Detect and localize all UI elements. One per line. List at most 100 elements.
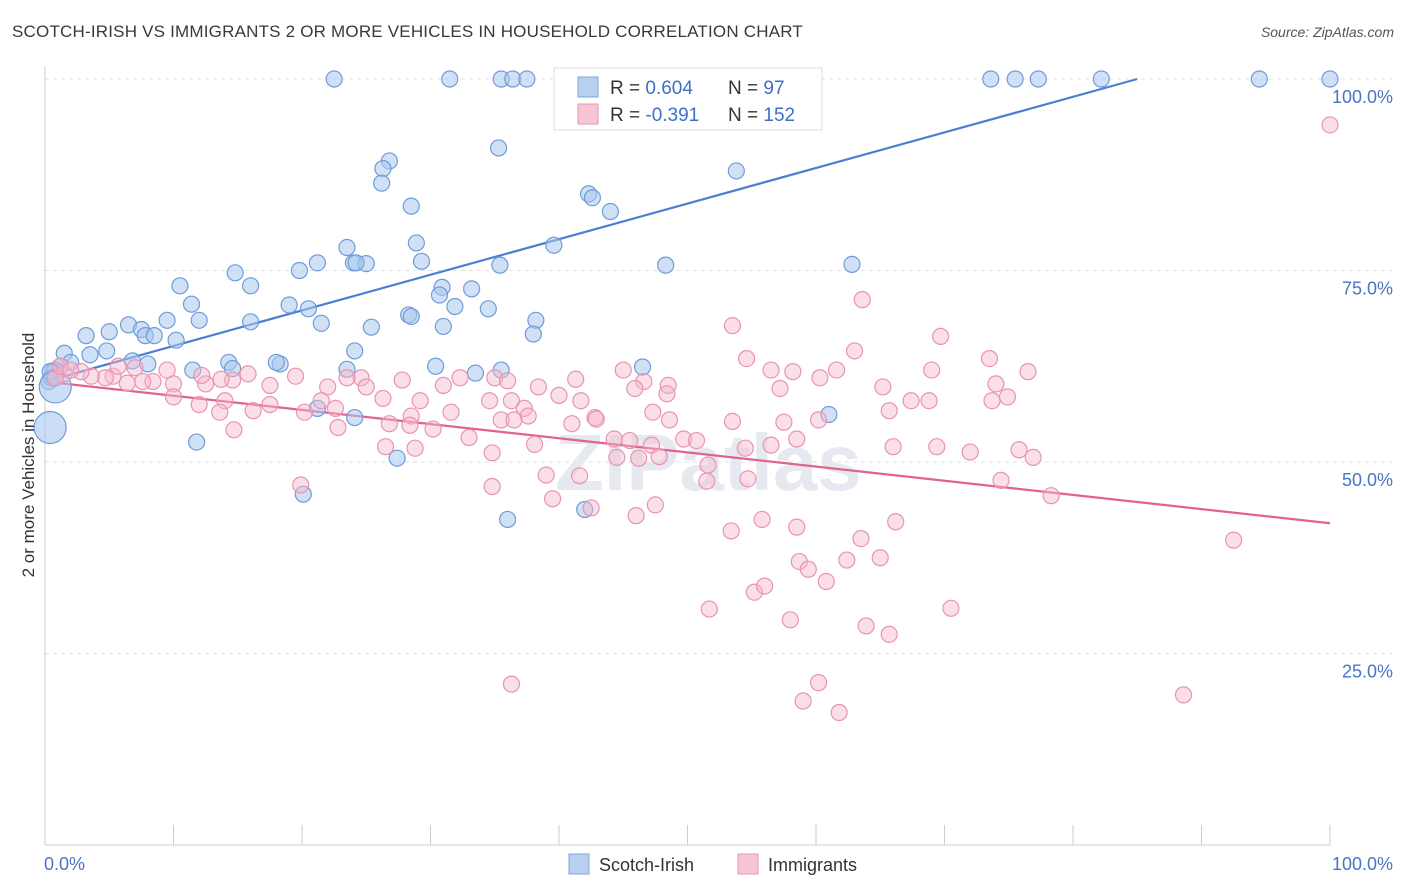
immigrants-point — [424, 420, 442, 438]
immigrants-point — [827, 361, 846, 379]
immigrants-point — [543, 490, 562, 508]
scotch-irish-point — [325, 70, 343, 88]
watermark: ZIPatlas — [555, 418, 862, 507]
immigrants-point — [857, 617, 875, 635]
immigrants-point — [755, 577, 774, 595]
immigrants-point — [762, 361, 780, 379]
grid-lines — [45, 78, 1392, 654]
immigrants-point — [380, 415, 398, 433]
series-legend-immigrants: Immigrants — [768, 855, 857, 875]
scotch-irish-point — [347, 254, 365, 272]
immigrants-point — [51, 357, 70, 375]
immigrants-point — [830, 703, 848, 722]
scotch-irish-point — [601, 202, 620, 221]
scotch-irish-point — [190, 311, 208, 329]
scotch-irish-point — [1321, 70, 1339, 88]
scotch-irish-point — [1006, 70, 1024, 88]
scotch-irish-point — [843, 255, 861, 273]
immigrants-point — [880, 402, 898, 420]
scotch-irish-point — [373, 174, 391, 192]
scotch-irish-point — [1092, 70, 1110, 88]
scotch-irish-point — [308, 254, 327, 272]
immigrants-point — [329, 418, 347, 437]
immigrants-point — [809, 674, 828, 692]
scotch-irish-point — [441, 70, 459, 88]
scotch-irish-point — [312, 314, 330, 332]
immigrants-point — [788, 518, 806, 536]
immigrants-point — [411, 392, 429, 410]
immigrants-point — [753, 510, 771, 529]
scotch-irish-point — [434, 317, 452, 336]
immigrants-point — [502, 392, 521, 410]
scotch-irish-point — [338, 238, 356, 257]
immigrants-point — [550, 386, 568, 404]
scotch-irish-point — [466, 364, 485, 382]
scotch-irish-point — [81, 346, 99, 364]
immigrants-point — [190, 395, 208, 414]
immigrants-point — [942, 599, 960, 617]
immigrants-point — [587, 410, 605, 428]
scotch-irish-point — [98, 342, 116, 360]
immigrants-point — [225, 421, 243, 439]
immigrants-point — [486, 369, 504, 387]
immigrants-point — [193, 366, 211, 385]
scotch-irish-point — [490, 139, 508, 157]
immigrants-point — [809, 411, 828, 429]
immigrants-point — [118, 374, 136, 392]
immigrants-point — [499, 372, 517, 390]
immigrants-point — [723, 317, 742, 335]
scotch-irish-point — [158, 311, 176, 329]
scotch-irish-point — [412, 252, 431, 270]
immigrants-point — [811, 369, 829, 387]
scotch-irish-point — [267, 353, 285, 372]
immigrants-point — [572, 392, 590, 410]
scotch-irish-point — [346, 342, 364, 360]
immigrants-point — [1321, 116, 1339, 134]
immigrants-point — [987, 375, 1005, 393]
immigrants-point — [923, 361, 941, 379]
immigrants-point — [286, 367, 305, 385]
immigrants-point — [845, 342, 864, 360]
immigrants-point — [483, 477, 501, 496]
immigrants-point — [871, 549, 889, 567]
immigrants-point — [197, 375, 215, 393]
scotch-irish-point — [242, 277, 260, 295]
scotch-irish-trend-line — [44, 77, 1138, 383]
immigrants-point — [961, 443, 979, 461]
immigrants-point — [739, 470, 757, 488]
immigrants-point — [675, 430, 693, 448]
scotch-irish-point — [402, 197, 420, 215]
scotch-irish-point — [633, 358, 652, 376]
immigrants-point — [563, 415, 581, 433]
immigrants-point — [126, 359, 144, 377]
scotch-irish-point — [499, 510, 517, 529]
immigrants-point — [292, 476, 310, 494]
scotch-irish-point — [374, 160, 392, 178]
scotch-irish-point — [430, 286, 449, 304]
immigrants-point — [537, 466, 555, 484]
immigrants-point — [567, 370, 585, 388]
immigrants-point — [621, 431, 639, 450]
immigrants-point — [481, 392, 499, 410]
scotch-irish-point — [427, 357, 445, 375]
y-tick-label: 100.0% — [1332, 87, 1393, 107]
scotch-irish-point — [100, 323, 118, 341]
immigrants-point — [658, 385, 676, 403]
immigrants-point — [211, 403, 229, 421]
immigrants-point — [784, 363, 802, 381]
legend-pink-n-label: N = — [728, 105, 763, 126]
scotch-irish-point — [280, 296, 298, 314]
immigrants-points — [46, 116, 1339, 722]
legend-swatch-blue — [577, 76, 599, 98]
immigrants-point — [698, 472, 716, 490]
scotch-irish-point — [346, 408, 364, 427]
immigrants-point — [887, 513, 905, 531]
legend-blue-n-value: 97 — [763, 78, 784, 99]
immigrants-point — [239, 365, 257, 383]
legend-blue-r-label: R = — [610, 78, 645, 99]
immigrants-point — [794, 692, 812, 710]
immigrants-point — [646, 496, 664, 514]
y-axis-title: 2 or more Vehicles in Household — [19, 333, 38, 578]
immigrants-point — [781, 611, 799, 629]
y-tick-label: 50.0% — [1342, 470, 1393, 490]
